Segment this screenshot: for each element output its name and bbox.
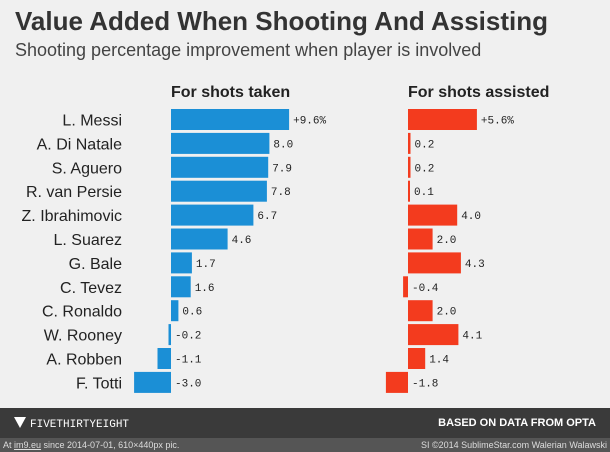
category-label: W. Rooney bbox=[44, 328, 122, 345]
watermark-prefix: At bbox=[3, 440, 15, 450]
bar-shots-assisted bbox=[408, 109, 477, 130]
category-label: R. van Persie bbox=[26, 184, 122, 201]
data-label: 4.0 bbox=[461, 211, 481, 223]
data-label: -1.1 bbox=[175, 355, 202, 367]
category-label: A. Robben bbox=[46, 352, 122, 369]
data-label: -3.0 bbox=[175, 378, 201, 390]
chart-title: Value Added When Shooting And Assisting bbox=[15, 6, 548, 36]
data-label: 7.8 bbox=[271, 187, 291, 199]
bar-shots-taken bbox=[171, 156, 269, 178]
category-label: S. Aguero bbox=[52, 160, 122, 177]
data-label: 0.1 bbox=[414, 187, 434, 199]
brand-name: FIVETHIRTYEIGHT bbox=[30, 419, 130, 431]
category-label: L. Suarez bbox=[54, 232, 122, 249]
data-label: 0.2 bbox=[415, 163, 435, 175]
data-label: -0.2 bbox=[175, 331, 201, 343]
data-label: +5.6% bbox=[481, 116, 514, 128]
data-label: -1.8 bbox=[412, 378, 438, 390]
watermark-left: At im9.eu since 2014-07-01, 610×440px pi… bbox=[3, 438, 179, 452]
bar-chart: For shots taken For shots assisted L. Mess… bbox=[22, 84, 549, 393]
watermark-suffix: since 2014-07-01, 610×440px pic. bbox=[41, 440, 180, 450]
chart-subtitle: Shooting percentage improvement when pla… bbox=[15, 40, 482, 60]
bar-shots-taken bbox=[171, 228, 228, 250]
category-label: G. Bale bbox=[69, 256, 122, 273]
bar-shots-assisted bbox=[408, 348, 426, 369]
bar-shots-assisted bbox=[408, 228, 433, 250]
data-label: 1.7 bbox=[196, 259, 216, 271]
category-label: A. Di Natale bbox=[37, 136, 122, 153]
bar-shots-taken bbox=[157, 348, 171, 369]
category-label: Z. Ibrahimovic bbox=[22, 208, 122, 225]
watermark-link[interactable]: im9.eu bbox=[14, 440, 42, 450]
data-label: 0.6 bbox=[182, 307, 202, 319]
bar-shots-assisted bbox=[408, 180, 410, 202]
data-label: -0.4 bbox=[412, 283, 439, 295]
data-label: 2.0 bbox=[437, 235, 457, 247]
data-label: 4.3 bbox=[465, 259, 485, 271]
brand-logo: FIVETHIRTYEIGHT bbox=[14, 417, 129, 431]
bar-shots-taken bbox=[134, 371, 171, 393]
category-label: C. Ronaldo bbox=[42, 304, 122, 321]
data-label: 4.6 bbox=[232, 235, 252, 247]
bar-shots-taken bbox=[171, 132, 270, 154]
bar-shots-taken bbox=[171, 252, 192, 274]
series-header-1: For shots assisted bbox=[408, 84, 549, 101]
category-label: L. Messi bbox=[62, 113, 122, 130]
category-label: F. Totti bbox=[76, 375, 122, 392]
bar-shots-assisted bbox=[408, 252, 461, 274]
data-label: 4.1 bbox=[462, 331, 482, 343]
series-header-0: For shots taken bbox=[171, 84, 290, 101]
data-label: +9.6% bbox=[293, 116, 326, 128]
bar-shots-taken bbox=[171, 204, 254, 226]
footer-bar: FIVETHIRTYEIGHT BASED ON DATA FROM OPTA bbox=[0, 408, 610, 438]
bar-shots-taken bbox=[171, 276, 191, 298]
bar-shots-taken bbox=[171, 109, 290, 130]
bar-shots-assisted bbox=[385, 371, 408, 393]
data-label: 0.2 bbox=[415, 139, 435, 151]
bar-shots-taken bbox=[171, 180, 267, 202]
bar-shots-assisted bbox=[408, 156, 411, 178]
bar-shots-taken bbox=[171, 300, 179, 322]
category-label: C. Tevez bbox=[60, 280, 122, 297]
bar-shots-assisted bbox=[408, 300, 433, 322]
bar-shots-assisted bbox=[408, 204, 458, 226]
bar-shots-taken bbox=[168, 324, 171, 346]
data-source: BASED ON DATA FROM OPTA bbox=[438, 417, 596, 429]
watermark-right: SI ©2014 SublimeStar.com Walerian Walaws… bbox=[420, 440, 607, 450]
watermark-bar: At im9.eu since 2014-07-01, 610×440px pi… bbox=[0, 438, 610, 452]
data-label: 1.4 bbox=[429, 355, 449, 367]
bar-shots-assisted bbox=[408, 324, 459, 346]
bar-shots-assisted bbox=[403, 276, 408, 298]
data-label: 8.0 bbox=[273, 139, 293, 151]
data-label: 7.9 bbox=[272, 163, 292, 175]
data-label: 6.7 bbox=[257, 211, 277, 223]
data-label: 1.6 bbox=[195, 283, 215, 295]
data-label: 2.0 bbox=[437, 307, 457, 319]
fivethirtyeight-icon bbox=[14, 417, 26, 428]
bar-shots-assisted bbox=[408, 132, 411, 154]
